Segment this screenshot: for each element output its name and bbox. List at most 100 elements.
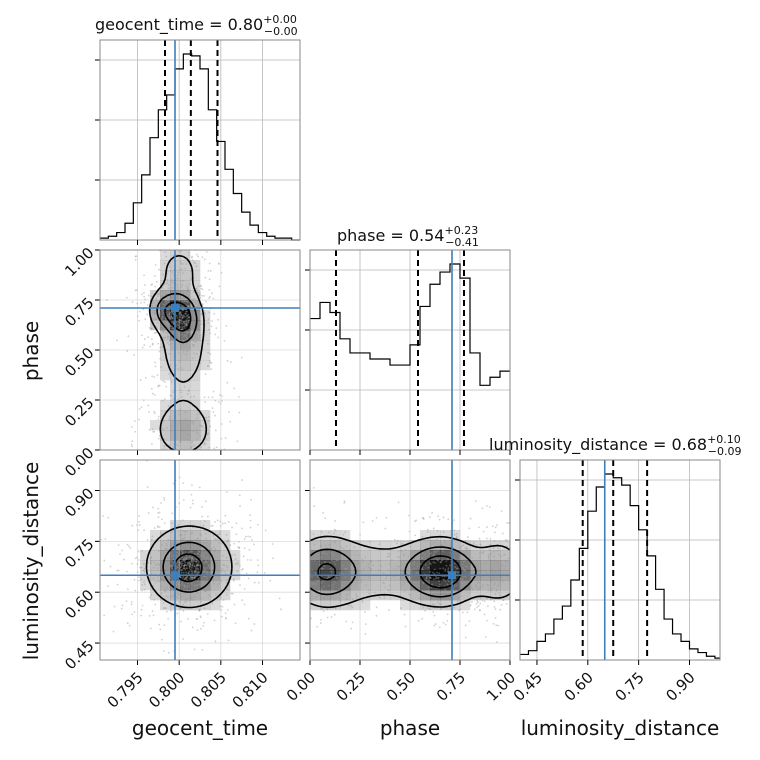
sample-point [184, 530, 187, 533]
sample-point [172, 581, 175, 584]
sample-point [163, 293, 166, 296]
sample-point [192, 297, 195, 300]
sample-point [177, 278, 180, 281]
sample-point [488, 506, 491, 509]
sample-point [169, 325, 172, 327]
sample-point [175, 546, 178, 549]
sample-point [209, 296, 211, 298]
sample-point [429, 563, 432, 566]
sample-point [257, 581, 260, 584]
sample-point [248, 548, 251, 551]
sample-point [152, 506, 154, 509]
sample-point [491, 589, 493, 592]
sample-point [179, 321, 182, 324]
xtick-label-phase-2: 0.50 [383, 668, 419, 704]
sample-point [153, 331, 156, 334]
sample-point [179, 601, 182, 603]
density-cell [190, 300, 201, 311]
sample-point [180, 290, 183, 293]
sample-point [493, 560, 495, 563]
sample-point [184, 322, 186, 325]
sample-point [182, 351, 185, 353]
sample-point [203, 258, 206, 261]
sample-point [388, 609, 390, 612]
sample-point [478, 556, 481, 559]
sample-point [182, 588, 185, 590]
sample-point [203, 580, 206, 582]
sample-point [434, 577, 437, 580]
density-cell [320, 560, 331, 571]
sample-point [481, 599, 484, 602]
frame-joint-geocent_time-phase [99, 249, 301, 451]
sample-point [351, 606, 354, 609]
sample-point [162, 311, 165, 314]
sample-point [166, 332, 169, 335]
sample-point [407, 555, 410, 558]
sample-point [213, 312, 216, 315]
sample-point [188, 562, 191, 565]
sample-point [157, 342, 160, 345]
sample-point [182, 567, 185, 570]
sample-point [380, 565, 383, 567]
sample-point [200, 577, 203, 580]
sample-point [193, 321, 196, 324]
sample-point [439, 567, 442, 570]
sample-point [464, 551, 467, 554]
sample-point [190, 576, 192, 579]
sample-point [415, 571, 418, 574]
sample-point [181, 560, 183, 563]
sample-point [207, 365, 210, 367]
sample-point [192, 319, 194, 322]
sample-point [197, 571, 200, 573]
sample-point [457, 597, 460, 599]
sample-point [469, 517, 472, 520]
sample-point [211, 396, 214, 399]
sample-point [170, 315, 173, 317]
sample-point [169, 317, 172, 320]
density-cell [440, 600, 451, 611]
sample-point [171, 317, 174, 320]
sample-point [190, 333, 192, 335]
sample-point [204, 558, 207, 561]
sample-point [180, 563, 183, 566]
density-cell [200, 340, 211, 351]
sample-point [143, 274, 145, 277]
sample-point [182, 498, 185, 501]
sample-point [413, 567, 416, 570]
sample-point [234, 558, 237, 560]
sample-point [434, 593, 437, 596]
sample-point [181, 326, 184, 329]
sample-point [169, 311, 172, 314]
sample-point [245, 572, 248, 575]
sample-point [155, 563, 158, 566]
sample-point [324, 561, 327, 563]
sample-point [162, 650, 165, 652]
density-cell [180, 400, 191, 411]
sample-point [194, 317, 197, 320]
sample-point [447, 518, 450, 521]
sample-point [172, 254, 175, 257]
sample-point [199, 616, 202, 619]
sample-point [195, 584, 197, 587]
sample-point [191, 564, 194, 566]
sample-point [432, 571, 434, 574]
sample-point [171, 317, 174, 320]
sample-point [340, 587, 342, 590]
sample-point [233, 603, 236, 606]
sample-point [186, 586, 189, 589]
density-cell [380, 580, 391, 591]
xtick-label-geocent_time-2: 0.805 [187, 668, 230, 711]
sample-point [181, 368, 184, 371]
sample-point [188, 551, 191, 554]
sample-point [203, 590, 206, 593]
density-cell [320, 550, 331, 561]
sample-point [193, 261, 195, 264]
sample-point [179, 261, 182, 263]
sample-point [192, 420, 195, 423]
sample-point [490, 553, 493, 556]
sample-point [329, 561, 331, 564]
sample-point [211, 407, 214, 410]
sample-point [205, 250, 208, 253]
sample-point [180, 569, 183, 572]
sample-point [165, 610, 168, 613]
